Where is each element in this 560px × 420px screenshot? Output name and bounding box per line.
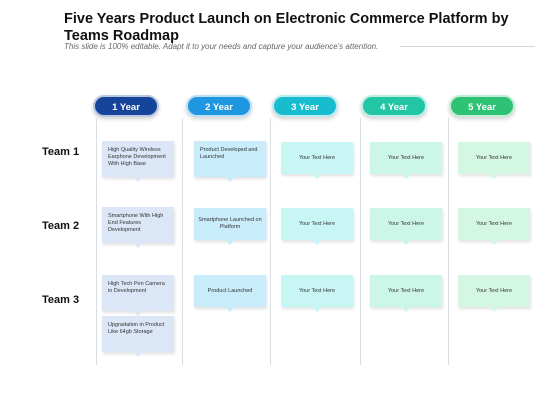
roadmap-card-team2-year1[interactable]: Smartphone With High End Features Develo… bbox=[102, 207, 174, 248]
team-label-2: Team 2 bbox=[42, 220, 80, 232]
year-pill-3[interactable]: 3 Year bbox=[272, 95, 338, 117]
column-line-year-3 bbox=[270, 118, 271, 365]
year-pill-5[interactable]: 5 Year bbox=[449, 95, 515, 117]
column-line-year-1 bbox=[96, 118, 97, 365]
roadmap-card-team2-year2[interactable]: Smartphone Launched on Platform bbox=[194, 208, 266, 245]
column-line-year-4 bbox=[360, 118, 361, 365]
roadmap-card-team1-year5[interactable]: Your Text Here bbox=[458, 142, 530, 179]
roadmap-card-team1-year1[interactable]: High Quality Wireless Earphone Developme… bbox=[102, 141, 174, 182]
year-pill-2[interactable]: 2 Year bbox=[186, 95, 252, 117]
year-pill-1[interactable]: 1 Year bbox=[93, 95, 159, 117]
title-divider bbox=[400, 46, 535, 47]
roadmap-card-team2-year4[interactable]: Your Text Here bbox=[370, 208, 442, 245]
roadmap-card-team3-year3[interactable]: Your Text Here bbox=[281, 275, 353, 312]
roadmap-card-team3-year2[interactable]: Product Launched bbox=[194, 275, 266, 312]
roadmap-card-team3-year5[interactable]: Your Text Here bbox=[458, 275, 530, 312]
page-subtitle: This slide is 100% editable. Adapt it to… bbox=[64, 42, 379, 51]
roadmap-card-team2-year3[interactable]: Your Text Here bbox=[281, 208, 353, 245]
roadmap-card-team3-year1[interactable]: High Tech Pen Camera in Development bbox=[102, 275, 174, 316]
roadmap-card-team3-year1-extra[interactable]: Upgradation in Product Like 64gb Storage bbox=[102, 316, 174, 357]
column-line-year-5 bbox=[448, 118, 449, 365]
roadmap-card-team1-year3[interactable]: Your Text Here bbox=[281, 142, 353, 179]
column-line-year-2 bbox=[182, 118, 183, 365]
roadmap-card-team1-year2[interactable]: Product Developed and Launched bbox=[194, 141, 266, 182]
roadmap-card-team2-year5[interactable]: Your Text Here bbox=[458, 208, 530, 245]
team-label-3: Team 3 bbox=[42, 294, 80, 306]
roadmap-card-team1-year4[interactable]: Your Text Here bbox=[370, 142, 442, 179]
team-label-1: Team 1 bbox=[42, 146, 80, 158]
roadmap-card-team3-year4[interactable]: Your Text Here bbox=[370, 275, 442, 312]
page-title: Five Years Product Launch on Electronic … bbox=[64, 11, 509, 44]
year-pill-4[interactable]: 4 Year bbox=[361, 95, 427, 117]
